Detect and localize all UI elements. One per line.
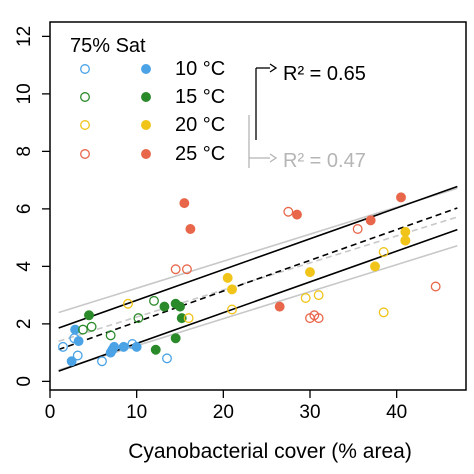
data-point (77, 324, 88, 335)
data-point (159, 301, 170, 312)
data-point (149, 295, 159, 306)
data-point (396, 192, 406, 203)
data-point (181, 264, 192, 275)
legend-label: 10 °C (175, 58, 225, 80)
y-tick-label: 4 (14, 261, 35, 272)
x-tick-label: 30 (299, 402, 320, 423)
data-point (305, 267, 315, 278)
fit-lower-band-grey (58, 244, 458, 371)
r2-arrowhead-black (269, 63, 278, 73)
data-point (84, 310, 94, 321)
r-squared-annotations: R² = 0.65 R² = 0.47 (248, 63, 366, 172)
data-point (283, 206, 294, 217)
y-tick-label: 10 (14, 83, 35, 104)
data-point (66, 356, 77, 367)
legend-marker-filled (141, 64, 151, 74)
data-point (292, 209, 302, 220)
data-point (179, 198, 190, 209)
data-point (370, 261, 380, 272)
y-tick-label: 12 (14, 26, 35, 47)
data-point (430, 281, 441, 292)
data-point (352, 224, 363, 234)
y-tick-label: 0 (14, 376, 35, 387)
data-point (109, 341, 120, 352)
data-point (227, 304, 237, 315)
legend-marker-open (80, 120, 90, 130)
legend-marker-filled (141, 149, 151, 159)
data-point (170, 264, 181, 275)
data-point (183, 313, 194, 324)
data-point (131, 341, 142, 352)
data-point (227, 284, 237, 295)
x-axis-label: Cyanobacterial cover (% area) (128, 440, 412, 463)
r2-label-black: R² = 0.65 (283, 63, 366, 85)
legend-title: 75% Sat (70, 35, 146, 57)
data-point (300, 293, 311, 303)
data-point (133, 313, 144, 324)
data-point (400, 235, 411, 246)
x-tick-label: 10 (126, 402, 147, 423)
legend-marker-open (80, 149, 90, 159)
x-tick-label: 20 (213, 402, 234, 423)
legend-label: 20 °C (175, 114, 225, 136)
data-point (70, 324, 81, 335)
data-point (123, 298, 133, 309)
data-point (105, 330, 116, 341)
data-point (72, 350, 83, 361)
legend-label: 25 °C (175, 143, 225, 165)
data-point (185, 224, 196, 234)
data-point (175, 301, 185, 312)
legend-marker-filled (141, 120, 151, 130)
r2-label-grey: R² = 0.47 (283, 150, 366, 172)
y-tick-label: 8 (14, 146, 35, 157)
x-tick-label: 0 (45, 402, 56, 423)
fit-line-black (58, 207, 458, 351)
legend: 75% Sat 10 °C 15 °C 20 °C 25 °C (70, 35, 225, 165)
data-point (313, 290, 324, 301)
data-point (162, 353, 172, 364)
fit-upper-band-grey (58, 187, 458, 314)
data-point (365, 215, 376, 226)
data-point (170, 333, 181, 344)
data-point (313, 313, 324, 324)
x-tick-label: 40 (386, 402, 407, 423)
fit-upper-band-black (58, 185, 458, 329)
data-point (150, 344, 161, 355)
plot-frame (49, 21, 467, 391)
y-tick-label: 2 (14, 319, 35, 330)
data-point (378, 307, 389, 318)
data-point (400, 226, 411, 237)
data-points (58, 192, 441, 367)
legend-marker-open (80, 92, 90, 102)
data-point (97, 356, 107, 367)
data-point (378, 247, 389, 257)
data-point (274, 301, 285, 312)
legend-label: 15 °C (175, 86, 225, 108)
y-tick-label: 6 (14, 204, 35, 215)
data-point (176, 313, 187, 324)
data-point (58, 341, 68, 352)
data-point (222, 272, 233, 283)
fit-lines (58, 185, 458, 372)
axes: 0 10 20 30 40 0 2 4 6 8 10 12 (14, 26, 407, 423)
data-point (118, 341, 129, 352)
data-point (86, 321, 97, 332)
legend-marker-open (80, 64, 90, 74)
data-point (73, 336, 84, 347)
legend-marker-filled (141, 92, 151, 102)
r2-arrowhead-grey (269, 153, 278, 163)
